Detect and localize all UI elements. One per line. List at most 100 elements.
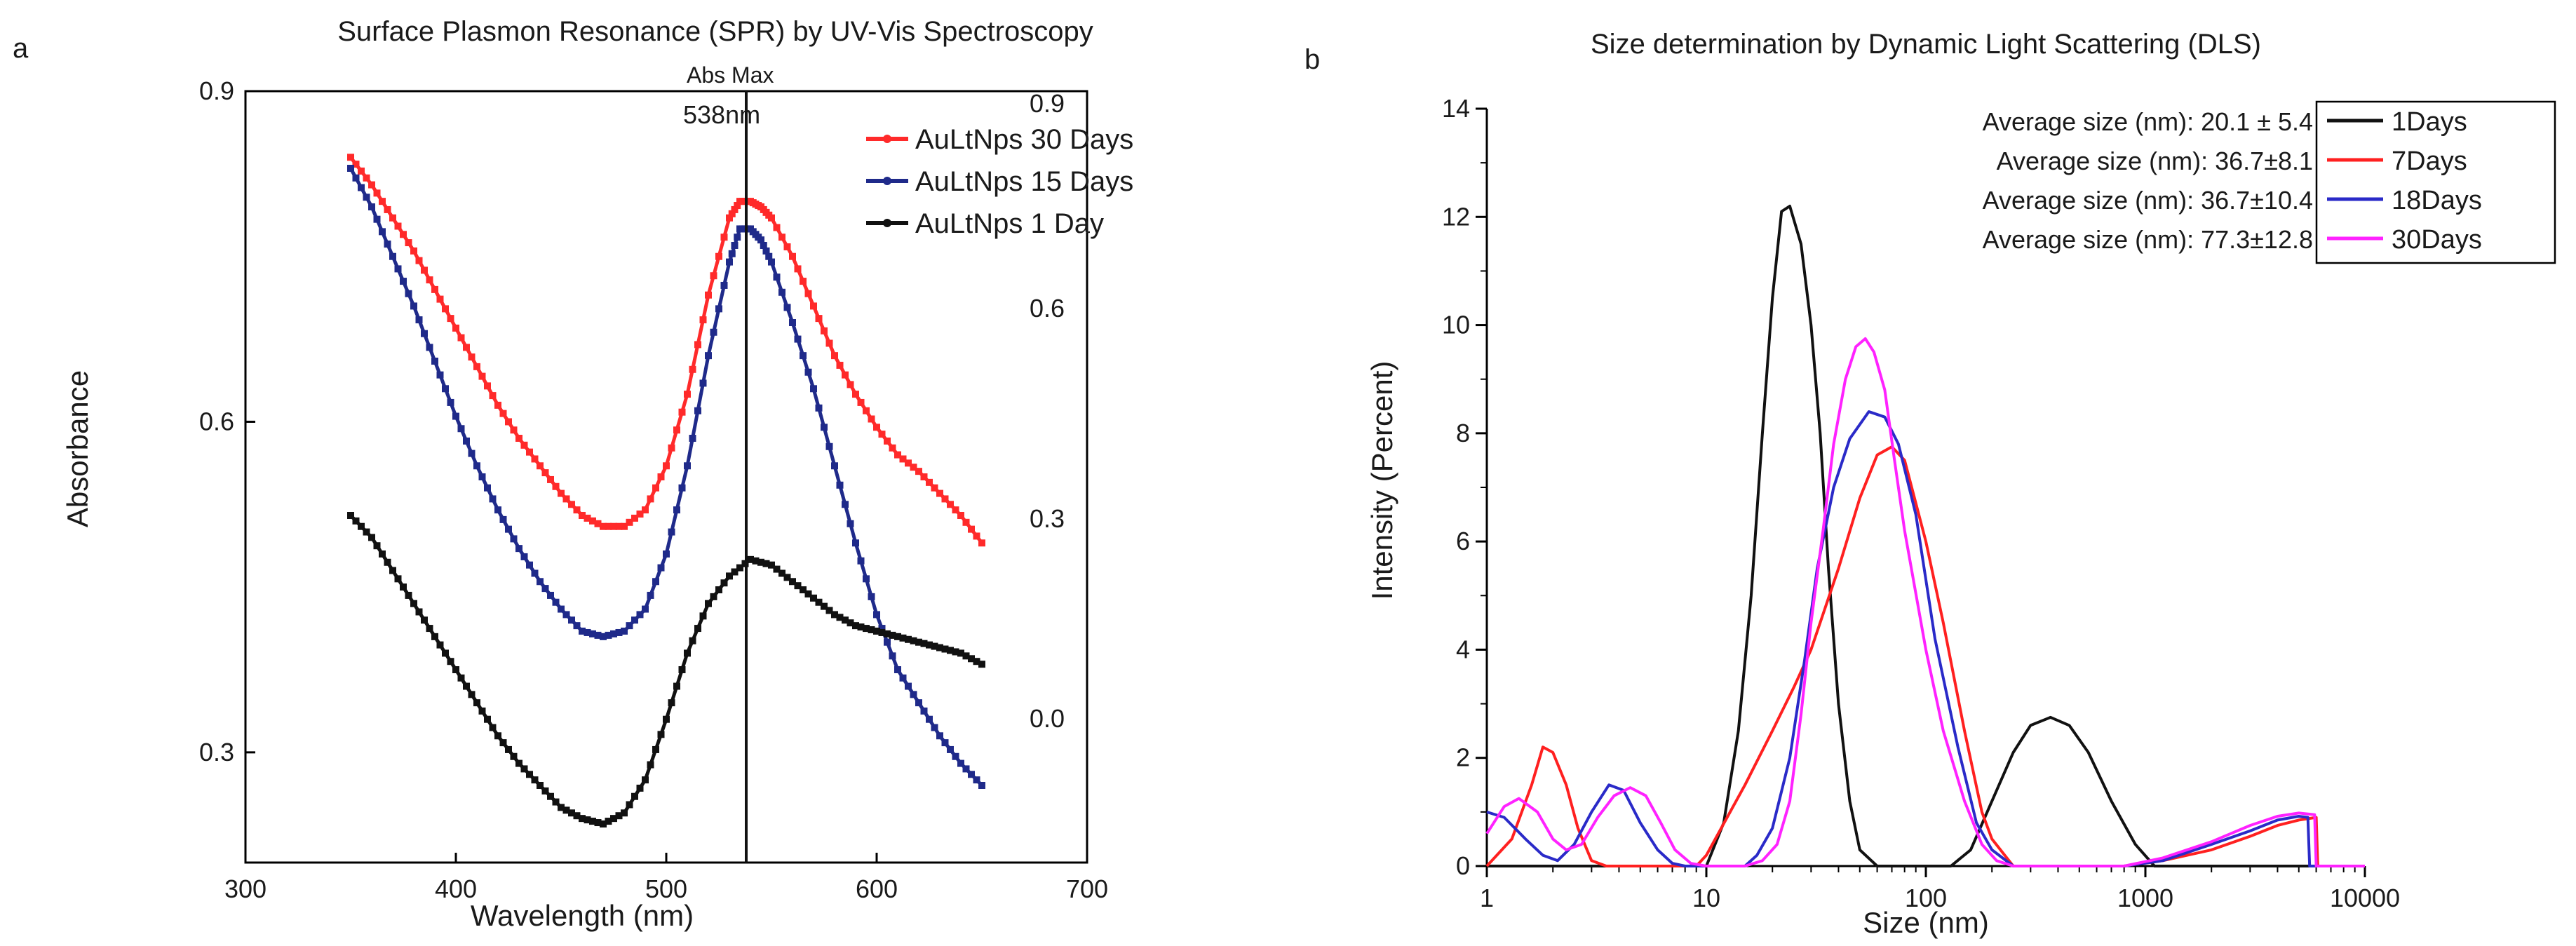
data-point	[579, 815, 586, 823]
data-point	[494, 401, 501, 409]
data-point	[968, 525, 975, 533]
data-point	[947, 647, 954, 654]
data-point	[520, 441, 528, 449]
y-tick-label: 0	[1456, 851, 1470, 880]
data-point	[673, 682, 680, 690]
data-point	[747, 555, 754, 563]
series-line-1	[349, 167, 983, 787]
dls-series-line-1	[1485, 445, 2365, 867]
data-point	[368, 534, 375, 541]
data-point	[573, 506, 581, 514]
data-point	[615, 812, 623, 820]
data-point	[600, 522, 607, 530]
data-point	[541, 787, 549, 795]
data-point	[541, 585, 549, 593]
data-point	[863, 625, 870, 633]
data-point	[457, 425, 465, 433]
data-point	[884, 437, 891, 445]
data-point	[804, 290, 812, 297]
legend-box	[2315, 100, 2556, 264]
data-point	[789, 252, 796, 260]
data-point	[647, 761, 654, 769]
right-y-tick-label: 0.3	[1030, 504, 1065, 533]
data-point	[889, 652, 896, 660]
panel-b: b Size determination by Dynamic Light Sc…	[1304, 29, 2556, 939]
data-point	[463, 344, 470, 351]
data-point	[715, 586, 722, 594]
data-point	[626, 518, 633, 526]
data-point	[899, 674, 907, 682]
data-point	[610, 815, 617, 823]
data-point	[410, 247, 417, 255]
data-point	[783, 304, 791, 311]
data-point	[810, 385, 817, 393]
data-point	[920, 707, 928, 715]
y-tick-label: 8	[1456, 419, 1470, 447]
data-point	[720, 234, 728, 241]
x-tick-label: 10000	[2330, 884, 2400, 912]
data-point	[610, 522, 617, 530]
data-point	[699, 316, 707, 324]
data-point	[710, 593, 717, 600]
legend-marker-1day	[883, 219, 891, 227]
data-point	[694, 625, 701, 633]
data-point	[579, 628, 586, 635]
data-point	[410, 600, 417, 607]
data-point	[379, 550, 386, 558]
y-tick-label: 4	[1456, 635, 1470, 663]
data-point	[499, 739, 507, 747]
data-point	[426, 344, 433, 351]
data-point	[515, 545, 522, 553]
data-point	[347, 512, 354, 519]
data-point	[673, 426, 680, 434]
data-point	[621, 809, 628, 817]
data-point	[405, 290, 412, 297]
data-point	[379, 228, 386, 236]
data-point	[842, 616, 849, 624]
data-point	[457, 674, 465, 682]
data-point	[642, 776, 649, 784]
data-point	[800, 586, 807, 594]
abs-max-value: 538nm	[683, 100, 760, 129]
data-point	[873, 424, 880, 431]
data-point	[794, 335, 802, 343]
data-point	[857, 398, 865, 406]
data-point	[736, 564, 743, 572]
data-point	[884, 638, 891, 646]
data-point	[684, 462, 691, 470]
data-point	[663, 462, 670, 470]
data-point	[968, 655, 975, 663]
data-point	[810, 594, 817, 602]
data-point	[905, 635, 912, 643]
data-point	[731, 242, 739, 249]
data-point	[899, 455, 907, 463]
data-point	[526, 448, 533, 456]
data-point	[952, 752, 959, 760]
data-point	[873, 611, 880, 619]
data-point	[783, 574, 791, 581]
data-point	[389, 252, 396, 260]
data-point	[684, 391, 691, 398]
data-point	[363, 194, 370, 201]
data-point	[852, 539, 859, 547]
series-markers-0	[347, 154, 985, 547]
data-point	[821, 602, 828, 610]
data-point	[452, 666, 459, 673]
data-point	[715, 305, 722, 313]
data-point	[373, 189, 381, 197]
dls-series-line-0	[1487, 204, 2365, 867]
data-point	[800, 278, 807, 285]
data-point	[705, 352, 712, 360]
data-point	[631, 514, 638, 522]
data-point	[363, 528, 370, 536]
data-point	[631, 616, 638, 624]
data-point	[562, 806, 570, 814]
data-point	[773, 273, 781, 281]
legend-entry-18days: 18Days	[2392, 186, 2482, 215]
data-point	[720, 579, 728, 587]
data-point	[663, 550, 670, 558]
data-point	[421, 616, 428, 624]
data-point	[889, 444, 896, 452]
data-point	[431, 633, 438, 640]
